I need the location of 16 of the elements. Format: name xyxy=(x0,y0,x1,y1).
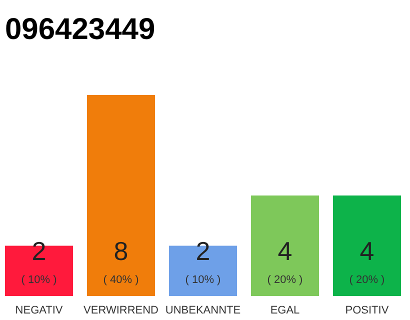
data-label: 2 xyxy=(32,236,46,266)
chart-title: 096423449 xyxy=(5,13,156,46)
x-tick-label: NEGATIV xyxy=(15,304,64,316)
x-tick-label: UNBEKANNTE xyxy=(165,304,241,316)
data-label: 8 xyxy=(114,236,128,266)
annotation: ( 20% ) xyxy=(349,274,385,286)
data-label: 2 xyxy=(196,236,210,266)
x-tick-label: EGAL xyxy=(270,304,300,316)
data-label: 4 xyxy=(278,236,292,266)
x-tick-label: POSITIV xyxy=(345,304,390,316)
x-tick-label: VERWIRREND xyxy=(84,304,159,316)
annotation: ( 10% ) xyxy=(21,274,57,286)
annotation: ( 40% ) xyxy=(103,274,139,286)
annotation: ( 10% ) xyxy=(185,274,221,286)
annotation: ( 20% ) xyxy=(267,274,303,286)
data-label: 4 xyxy=(360,236,374,266)
